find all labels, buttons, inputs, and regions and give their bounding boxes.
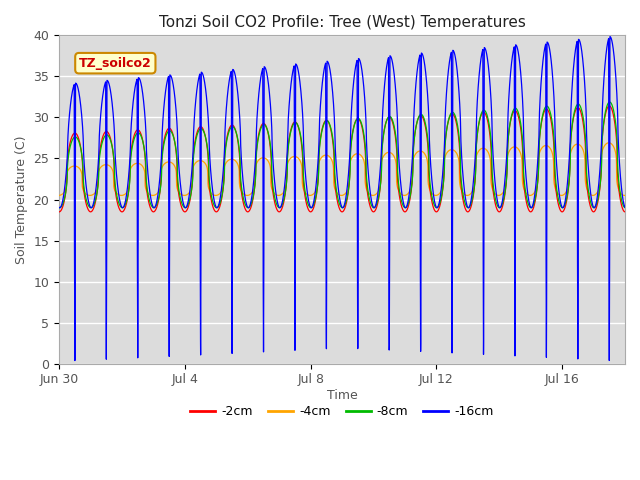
Legend: -2cm, -4cm, -8cm, -16cm: -2cm, -4cm, -8cm, -16cm xyxy=(185,400,499,423)
Y-axis label: Soil Temperature (C): Soil Temperature (C) xyxy=(15,135,28,264)
X-axis label: Time: Time xyxy=(326,389,358,402)
Title: Tonzi Soil CO2 Profile: Tree (West) Temperatures: Tonzi Soil CO2 Profile: Tree (West) Temp… xyxy=(159,15,525,30)
Text: TZ_soilco2: TZ_soilco2 xyxy=(79,57,152,70)
